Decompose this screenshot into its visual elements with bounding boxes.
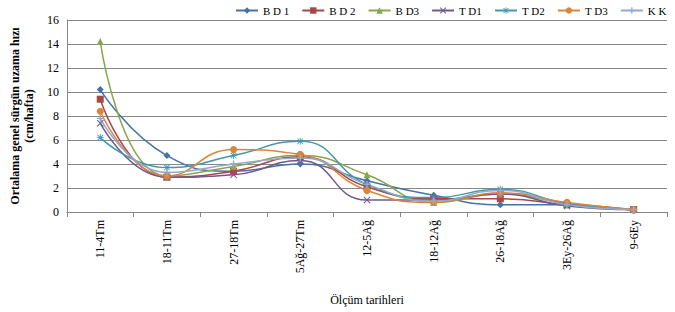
svg-text:18-12Ağ: 18-12Ağ <box>427 220 441 263</box>
svg-text:B D 1: B D 1 <box>263 5 289 17</box>
svg-text:12: 12 <box>47 61 59 75</box>
svg-text:16: 16 <box>47 13 59 27</box>
svg-text:T D1: T D1 <box>459 5 482 17</box>
svg-text:T D3: T D3 <box>585 5 608 17</box>
svg-text:6: 6 <box>53 133 59 147</box>
svg-text:4: 4 <box>53 157 59 171</box>
svg-text:(cm/hafta): (cm/hafta) <box>22 89 36 142</box>
svg-text:Ölçüm tarihleri: Ölçüm tarihleri <box>330 293 404 307</box>
svg-text:9-6Ey: 9-6Ey <box>627 220 641 249</box>
svg-text:26-18Ağ: 26-18Ağ <box>493 220 507 263</box>
svg-text:2: 2 <box>53 181 59 195</box>
svg-text:14: 14 <box>47 37 59 51</box>
svg-text:0: 0 <box>53 205 59 219</box>
svg-text:27-18Tm: 27-18Tm <box>227 219 241 264</box>
svg-text:11-4Tm: 11-4Tm <box>93 219 107 258</box>
svg-text:10: 10 <box>47 85 59 99</box>
svg-text:18-11Tm: 18-11Tm <box>160 219 174 264</box>
svg-text:Ortalama genel sürgün uzama hı: Ortalama genel sürgün uzama hızı <box>8 27 22 205</box>
svg-text:T D2: T D2 <box>522 5 545 17</box>
svg-text:K K: K K <box>648 5 667 17</box>
svg-text:B D3: B D3 <box>396 5 420 17</box>
svg-text:8: 8 <box>53 109 59 123</box>
svg-text:5Ağ-27Tm: 5Ağ-27Tm <box>293 219 307 273</box>
svg-text:3Ey-26Ağ: 3Ey-26Ağ <box>560 220 574 270</box>
svg-text:12-5Ağ: 12-5Ağ <box>360 220 374 257</box>
svg-text:B D 2: B D 2 <box>329 5 355 17</box>
